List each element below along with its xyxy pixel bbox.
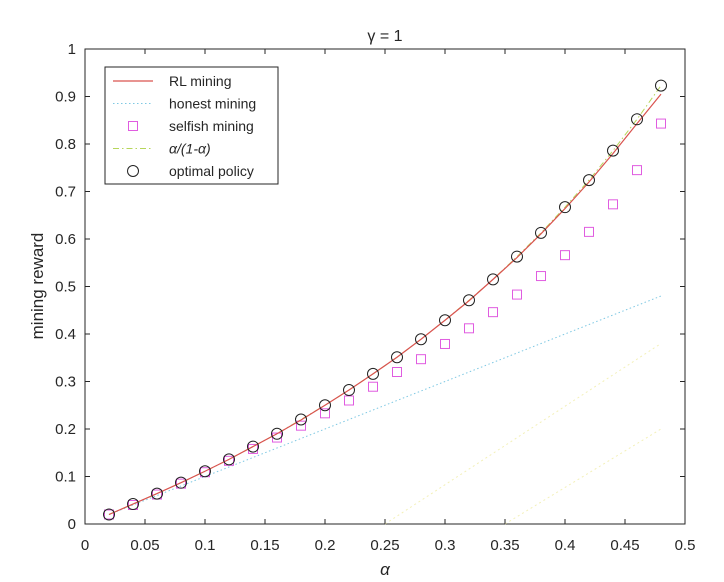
x-tick-label: 0.15	[250, 537, 279, 554]
x-tick-label: 0.3	[435, 537, 456, 554]
x-axis-label: α	[380, 560, 391, 579]
selfish-mining-point	[488, 307, 498, 318]
optimal-policy-point	[343, 384, 355, 397]
legend-swatch	[128, 121, 138, 131]
y-tick-label: 0.8	[55, 136, 76, 153]
optimal-policy-point	[199, 465, 211, 478]
selfish-mining-point	[656, 118, 666, 129]
legend-label: selfish mining	[169, 118, 254, 134]
selfish-mining-point	[632, 165, 642, 176]
series-layer	[103, 79, 667, 521]
selfish-mining-point	[584, 226, 594, 237]
x-tick-label: 0.2	[315, 537, 336, 554]
selfish-mining-point	[104, 509, 114, 520]
x-tick-label: 0.25	[370, 537, 399, 554]
optimal-policy-point	[631, 113, 643, 126]
y-tick-label: 0.3	[55, 374, 76, 391]
x-tick-label: 0.45	[610, 537, 639, 554]
optimal-policy-point	[607, 144, 619, 157]
legend-label: honest mining	[169, 96, 256, 112]
x-tick-label: 0.05	[130, 537, 159, 554]
y-tick-label: 0.9	[55, 89, 76, 106]
legend-item: optimal policy	[127, 163, 254, 179]
x-tick-label: 0.4	[555, 537, 576, 554]
selfish-mining-point	[440, 338, 450, 349]
legend-item: selfish mining	[128, 118, 254, 134]
selfish-mining-point	[464, 323, 474, 334]
y-tick-label: 1	[68, 41, 76, 58]
optimal-policy-point	[271, 427, 283, 440]
y-tick-label: 0.2	[55, 421, 76, 438]
selfish-mining-point	[536, 271, 546, 282]
faint-line	[504, 428, 662, 525]
selfish-mining-point	[296, 420, 306, 431]
optimal-policy-point	[367, 367, 379, 380]
x-tick-label: 0.5	[675, 537, 696, 554]
selfish-mining-point	[560, 250, 570, 261]
x-tick-label: 0	[81, 537, 89, 554]
optimal-policy-point	[415, 333, 427, 346]
x-tick-label: 0.1	[195, 537, 216, 554]
optimal-policy-point	[559, 201, 571, 214]
legend-swatch	[127, 165, 139, 177]
optimal-policy-point	[127, 498, 139, 511]
optimal-policy-point	[463, 294, 475, 307]
optimal-policy-point	[103, 508, 115, 521]
selfish-mining-point	[320, 408, 330, 419]
optimal-policy-point	[151, 487, 163, 500]
selfish-mining-point	[392, 367, 402, 377]
y-tick-label: 0.5	[55, 279, 76, 296]
selfish-mining-point	[512, 289, 522, 300]
optimal-policy-point	[655, 79, 667, 92]
optimal-policy-point	[487, 273, 499, 286]
series-dotted	[108, 295, 662, 515]
selfish-mining-point	[608, 199, 618, 210]
legend-label: RL mining	[169, 73, 232, 89]
legend-label: optimal policy	[169, 163, 254, 179]
faint-lines	[384, 343, 662, 525]
y-tick-label: 0.1	[55, 469, 76, 486]
y-axis-label: mining reward	[28, 233, 47, 340]
optimal-policy-point	[391, 351, 403, 364]
y-tick-label: 0.4	[55, 326, 76, 343]
legend-box	[104, 66, 279, 185]
optimal-policy-point	[223, 453, 235, 466]
optimal-policy-point	[583, 174, 595, 187]
series-line-honest-mining	[108, 295, 662, 515]
legend: RL mining honest mining selfish mining α/(1…	[104, 66, 279, 185]
optimal-policy-point	[175, 476, 187, 489]
optimal-policy-point	[439, 314, 451, 327]
optimal-policy-point	[511, 250, 523, 263]
y-tick-label: 0.6	[55, 231, 76, 248]
optimal-policy-point	[295, 413, 307, 426]
series-circle-marker	[103, 79, 667, 521]
selfish-mining-point	[416, 354, 426, 365]
ticks-layer: 0 0.05 0.1 0.15 0.2 0.25 0.3 0.35 0.4 0.45 0.5 0 0.1…	[55, 41, 695, 554]
y-tick-label: 0.7	[55, 184, 76, 201]
x-tick-label: 0.35	[490, 537, 519, 554]
legend-label: α/(1-α)	[169, 141, 211, 157]
selfish-mining-point	[368, 381, 378, 392]
legend-item: RL mining	[113, 73, 232, 89]
optimal-policy-point	[535, 226, 547, 239]
chart-title: γ = 1	[367, 28, 402, 45]
optimal-policy-point	[319, 399, 331, 412]
legend-items: RL mining honest mining selfish mining α/(1…	[113, 73, 256, 179]
optimal-policy-point	[247, 440, 259, 453]
legend-item: α/(1-α)	[113, 141, 211, 157]
legend-item: honest mining	[113, 96, 256, 112]
y-tick-label: 0	[68, 516, 76, 533]
